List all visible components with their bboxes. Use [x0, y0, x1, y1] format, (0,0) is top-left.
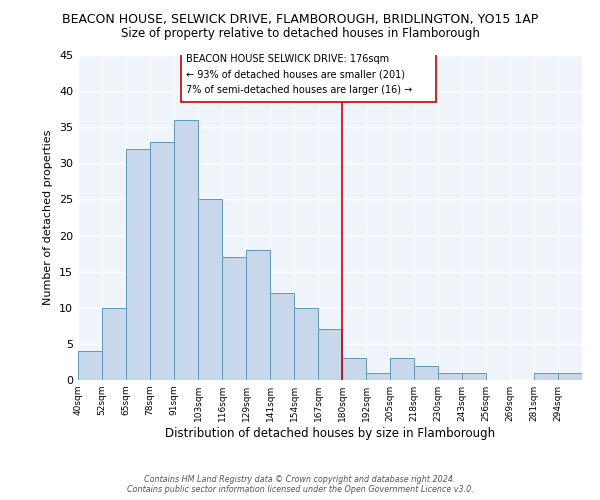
Bar [438, 373, 462, 380]
Y-axis label: Number of detached properties: Number of detached properties [43, 130, 53, 305]
Bar [102, 308, 126, 380]
Text: Size of property relative to detached houses in Flamborough: Size of property relative to detached ho… [121, 28, 479, 40]
Bar [462, 373, 486, 380]
Bar [270, 294, 294, 380]
Bar [174, 120, 198, 380]
Bar [318, 330, 342, 380]
Bar [246, 250, 270, 380]
Bar [342, 358, 366, 380]
Bar [78, 351, 102, 380]
Bar [414, 366, 438, 380]
Bar [198, 200, 222, 380]
Bar [294, 308, 318, 380]
Bar [150, 142, 174, 380]
Bar [366, 373, 390, 380]
Bar [558, 373, 582, 380]
X-axis label: Distribution of detached houses by size in Flamborough: Distribution of detached houses by size … [165, 427, 495, 440]
Bar [390, 358, 414, 380]
Bar [181, 52, 436, 102]
Bar [126, 149, 150, 380]
Text: 7% of semi-detached houses are larger (16) →: 7% of semi-detached houses are larger (1… [186, 85, 412, 95]
Text: BEACON HOUSE, SELWICK DRIVE, FLAMBOROUGH, BRIDLINGTON, YO15 1AP: BEACON HOUSE, SELWICK DRIVE, FLAMBOROUGH… [62, 12, 538, 26]
Text: ← 93% of detached houses are smaller (201): ← 93% of detached houses are smaller (20… [186, 70, 405, 80]
Text: Contains HM Land Registry data © Crown copyright and database right 2024.
Contai: Contains HM Land Registry data © Crown c… [127, 474, 473, 494]
Bar [222, 257, 246, 380]
Bar [534, 373, 558, 380]
Text: BEACON HOUSE SELWICK DRIVE: 176sqm: BEACON HOUSE SELWICK DRIVE: 176sqm [186, 54, 389, 64]
